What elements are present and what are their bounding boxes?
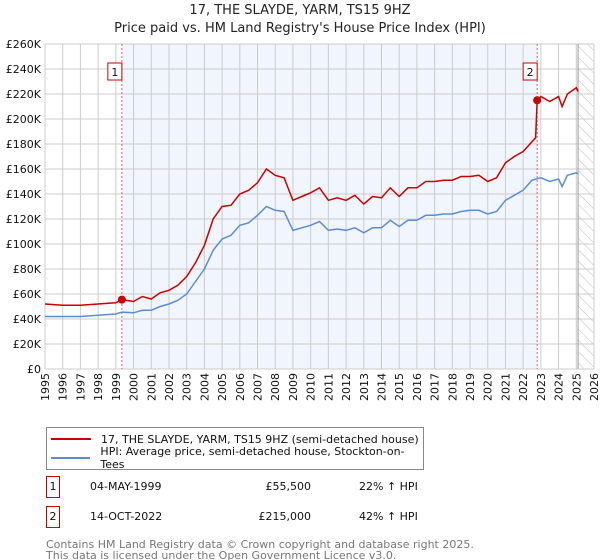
x-tick-label: 2016 bbox=[411, 373, 424, 401]
legend-item-property: 17, THE SLAYDE, YARM, TS15 9HZ (semi-det… bbox=[51, 430, 419, 448]
footer-line: This data is licensed under the Open Gov… bbox=[46, 549, 397, 560]
transaction-date: 04-MAY-1999 bbox=[90, 480, 162, 493]
transaction-badge: 2 bbox=[46, 506, 60, 528]
y-tick-label: £60K bbox=[13, 288, 42, 301]
legend-swatch-red bbox=[51, 438, 91, 440]
x-tick-label: 2005 bbox=[216, 373, 229, 401]
sale-label-box bbox=[107, 62, 123, 81]
price-chart: 1995 1996 1997 1998 1999 2000 2001 2002 2003 2004… bbox=[6, 38, 600, 401]
sale-point bbox=[117, 295, 126, 304]
transaction-badge: 1 bbox=[46, 476, 60, 498]
y-tick-label: £180K bbox=[6, 138, 42, 151]
legend-label: 17, THE SLAYDE, YARM, TS15 9HZ (semi-det… bbox=[101, 432, 419, 446]
x-tick-label: 2015 bbox=[393, 373, 406, 401]
y-tick-label: £160K bbox=[6, 163, 42, 176]
x-tick-label: 2026 bbox=[588, 373, 600, 401]
x-tick-label: 2023 bbox=[535, 373, 548, 401]
x-tick-label: 1997 bbox=[74, 373, 87, 401]
y-tick-label: £120K bbox=[6, 213, 42, 226]
chart-subtitle: Price paid vs. HM Land Registry's House … bbox=[114, 21, 486, 36]
transaction-hpi: 22% ↑ HPI bbox=[359, 480, 418, 493]
x-tick-label: 2006 bbox=[234, 373, 247, 401]
legend-label: HPI: Average price, semi-detached house,… bbox=[100, 445, 405, 471]
x-tick-label: 2008 bbox=[269, 373, 282, 401]
y-tick-label: £240K bbox=[6, 63, 42, 76]
transaction-price: £55,500 bbox=[265, 480, 312, 493]
x-tick-label: 1999 bbox=[110, 373, 123, 401]
x-tick-label: 2011 bbox=[322, 373, 335, 401]
y-tick-label: £200K bbox=[6, 113, 42, 126]
hpi-line bbox=[45, 171, 579, 318]
x-tick-label: 1998 bbox=[92, 373, 105, 401]
x-tick-label: 2022 bbox=[517, 373, 530, 401]
transaction-price: £215,000 bbox=[258, 510, 312, 523]
sale-label: 2 bbox=[527, 66, 534, 79]
x-tick-label: 2024 bbox=[553, 373, 566, 401]
x-tick-label: 2019 bbox=[464, 373, 477, 401]
y-tick-label: £140K bbox=[6, 188, 42, 201]
future-hatch bbox=[578, 44, 594, 369]
property-price-line bbox=[44, 86, 579, 307]
y-tick-label: £260K bbox=[6, 38, 42, 51]
x-tick-label: 2025 bbox=[570, 373, 583, 401]
x-tick-label: 2004 bbox=[198, 373, 211, 401]
x-tick-label: 2002 bbox=[163, 373, 176, 401]
x-tick-label: 2021 bbox=[499, 373, 512, 401]
x-tick-label: 2018 bbox=[446, 373, 459, 401]
x-tick-label: 2009 bbox=[287, 373, 300, 401]
y-tick-label: £100K bbox=[6, 238, 42, 251]
y-tick-label: £40K bbox=[13, 313, 42, 326]
y-tick-label: £220K bbox=[6, 88, 42, 101]
x-tick-label: 2012 bbox=[340, 373, 353, 401]
x-tick-label: 2014 bbox=[375, 373, 388, 401]
y-tick-label: £80K bbox=[13, 263, 42, 276]
y-tick-label: £20K bbox=[13, 338, 42, 351]
sale-point bbox=[533, 96, 542, 105]
x-tick-label: 2020 bbox=[482, 373, 495, 401]
legend-swatch-blue bbox=[51, 457, 91, 459]
x-tick-label: 1996 bbox=[57, 373, 70, 401]
chart-legend: 17, THE SLAYDE, YARM, TS15 9HZ (semi-det… bbox=[46, 427, 424, 471]
footer-line: Contains HM Land Registry data © Crown c… bbox=[46, 538, 474, 551]
transaction-date: 14-OCT-2022 bbox=[90, 510, 163, 523]
x-tick-label: 2010 bbox=[305, 373, 318, 401]
footer-attribution: Contains HM Land Registry data © Crown c… bbox=[46, 539, 474, 560]
sale-label-box bbox=[522, 62, 538, 81]
x-tick-label: 2013 bbox=[358, 373, 371, 401]
y-tick-label: £0 bbox=[27, 363, 41, 376]
x-tick-label: 2017 bbox=[429, 373, 442, 401]
x-tick-label: 1995 bbox=[39, 373, 52, 401]
sale-label: 1 bbox=[111, 66, 118, 79]
chart-title: 17, THE SLAYDE, YARM, TS15 9HZ bbox=[189, 3, 411, 18]
x-tick-label: 2000 bbox=[128, 373, 141, 401]
ownership-shade bbox=[121, 44, 538, 369]
legend-item-hpi: HPI: Average price, semi-detached house,… bbox=[51, 445, 423, 471]
x-tick-label: 2003 bbox=[181, 373, 194, 401]
transaction-hpi: 42% ↑ HPI bbox=[359, 510, 418, 523]
x-tick-label: 2001 bbox=[145, 373, 158, 401]
x-tick-label: 2007 bbox=[252, 373, 265, 401]
